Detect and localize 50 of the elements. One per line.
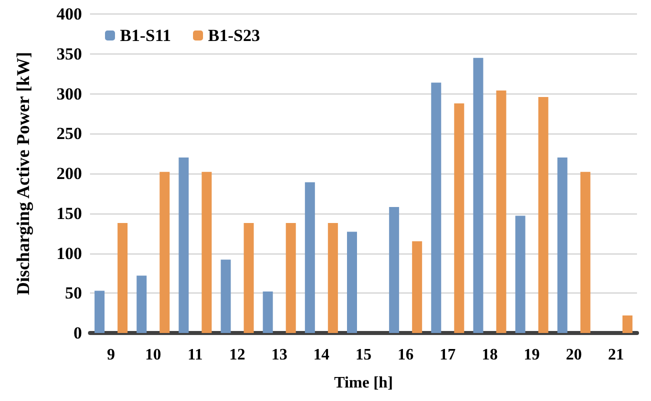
x-tick-label: 18 <box>482 346 498 364</box>
bar <box>412 241 422 333</box>
x-tick-label: 16 <box>398 346 414 364</box>
x-axis-title: Time [h] <box>334 374 393 392</box>
y-axis-title: Discharging Active Power [kW] <box>13 52 33 296</box>
bar <box>454 103 464 333</box>
legend-label: B1-S23 <box>208 26 260 45</box>
x-tick-label: 11 <box>188 346 203 364</box>
bar <box>304 182 315 333</box>
x-tick-label: 20 <box>566 346 582 364</box>
bar <box>622 315 632 333</box>
y-tick-label: 150 <box>56 204 82 223</box>
x-tick-label: 13 <box>271 346 288 364</box>
bar <box>431 82 442 333</box>
bar <box>262 292 273 333</box>
x-tick-label: 17 <box>440 346 456 364</box>
x-tick-label: 12 <box>229 346 246 364</box>
x-tick-label: 9 <box>107 346 116 364</box>
x-tick-label: 10 <box>145 346 162 364</box>
bar <box>538 96 548 333</box>
bar <box>94 290 105 333</box>
bar <box>118 222 128 333</box>
bar <box>244 222 254 333</box>
x-tick-label: 15 <box>356 346 372 364</box>
bar <box>286 222 296 333</box>
y-tick-label: 100 <box>56 244 82 263</box>
bar <box>580 172 590 333</box>
y-tick-label: 250 <box>56 124 82 144</box>
y-tick-label: 0 <box>74 324 82 342</box>
y-tick-label: 300 <box>56 84 82 104</box>
bar <box>515 216 526 333</box>
bar <box>178 158 189 333</box>
bar <box>557 158 568 333</box>
legend-label: B1-S11 <box>120 26 172 45</box>
bar <box>347 232 357 333</box>
x-tick-label: 21 <box>608 346 624 364</box>
bar <box>389 206 400 333</box>
y-tick-label: 200 <box>56 164 82 183</box>
bar <box>136 276 147 333</box>
bar <box>202 172 212 333</box>
x-tick-label: 14 <box>313 346 330 364</box>
y-tick-label: 350 <box>56 44 82 64</box>
bar <box>220 260 231 333</box>
bar <box>160 172 170 333</box>
bar <box>473 58 484 333</box>
bar <box>496 90 506 333</box>
bar <box>328 222 338 333</box>
x-tick-label: 19 <box>524 346 540 364</box>
y-tick-label: 50 <box>65 284 82 303</box>
y-tick-label: 400 <box>56 4 82 24</box>
